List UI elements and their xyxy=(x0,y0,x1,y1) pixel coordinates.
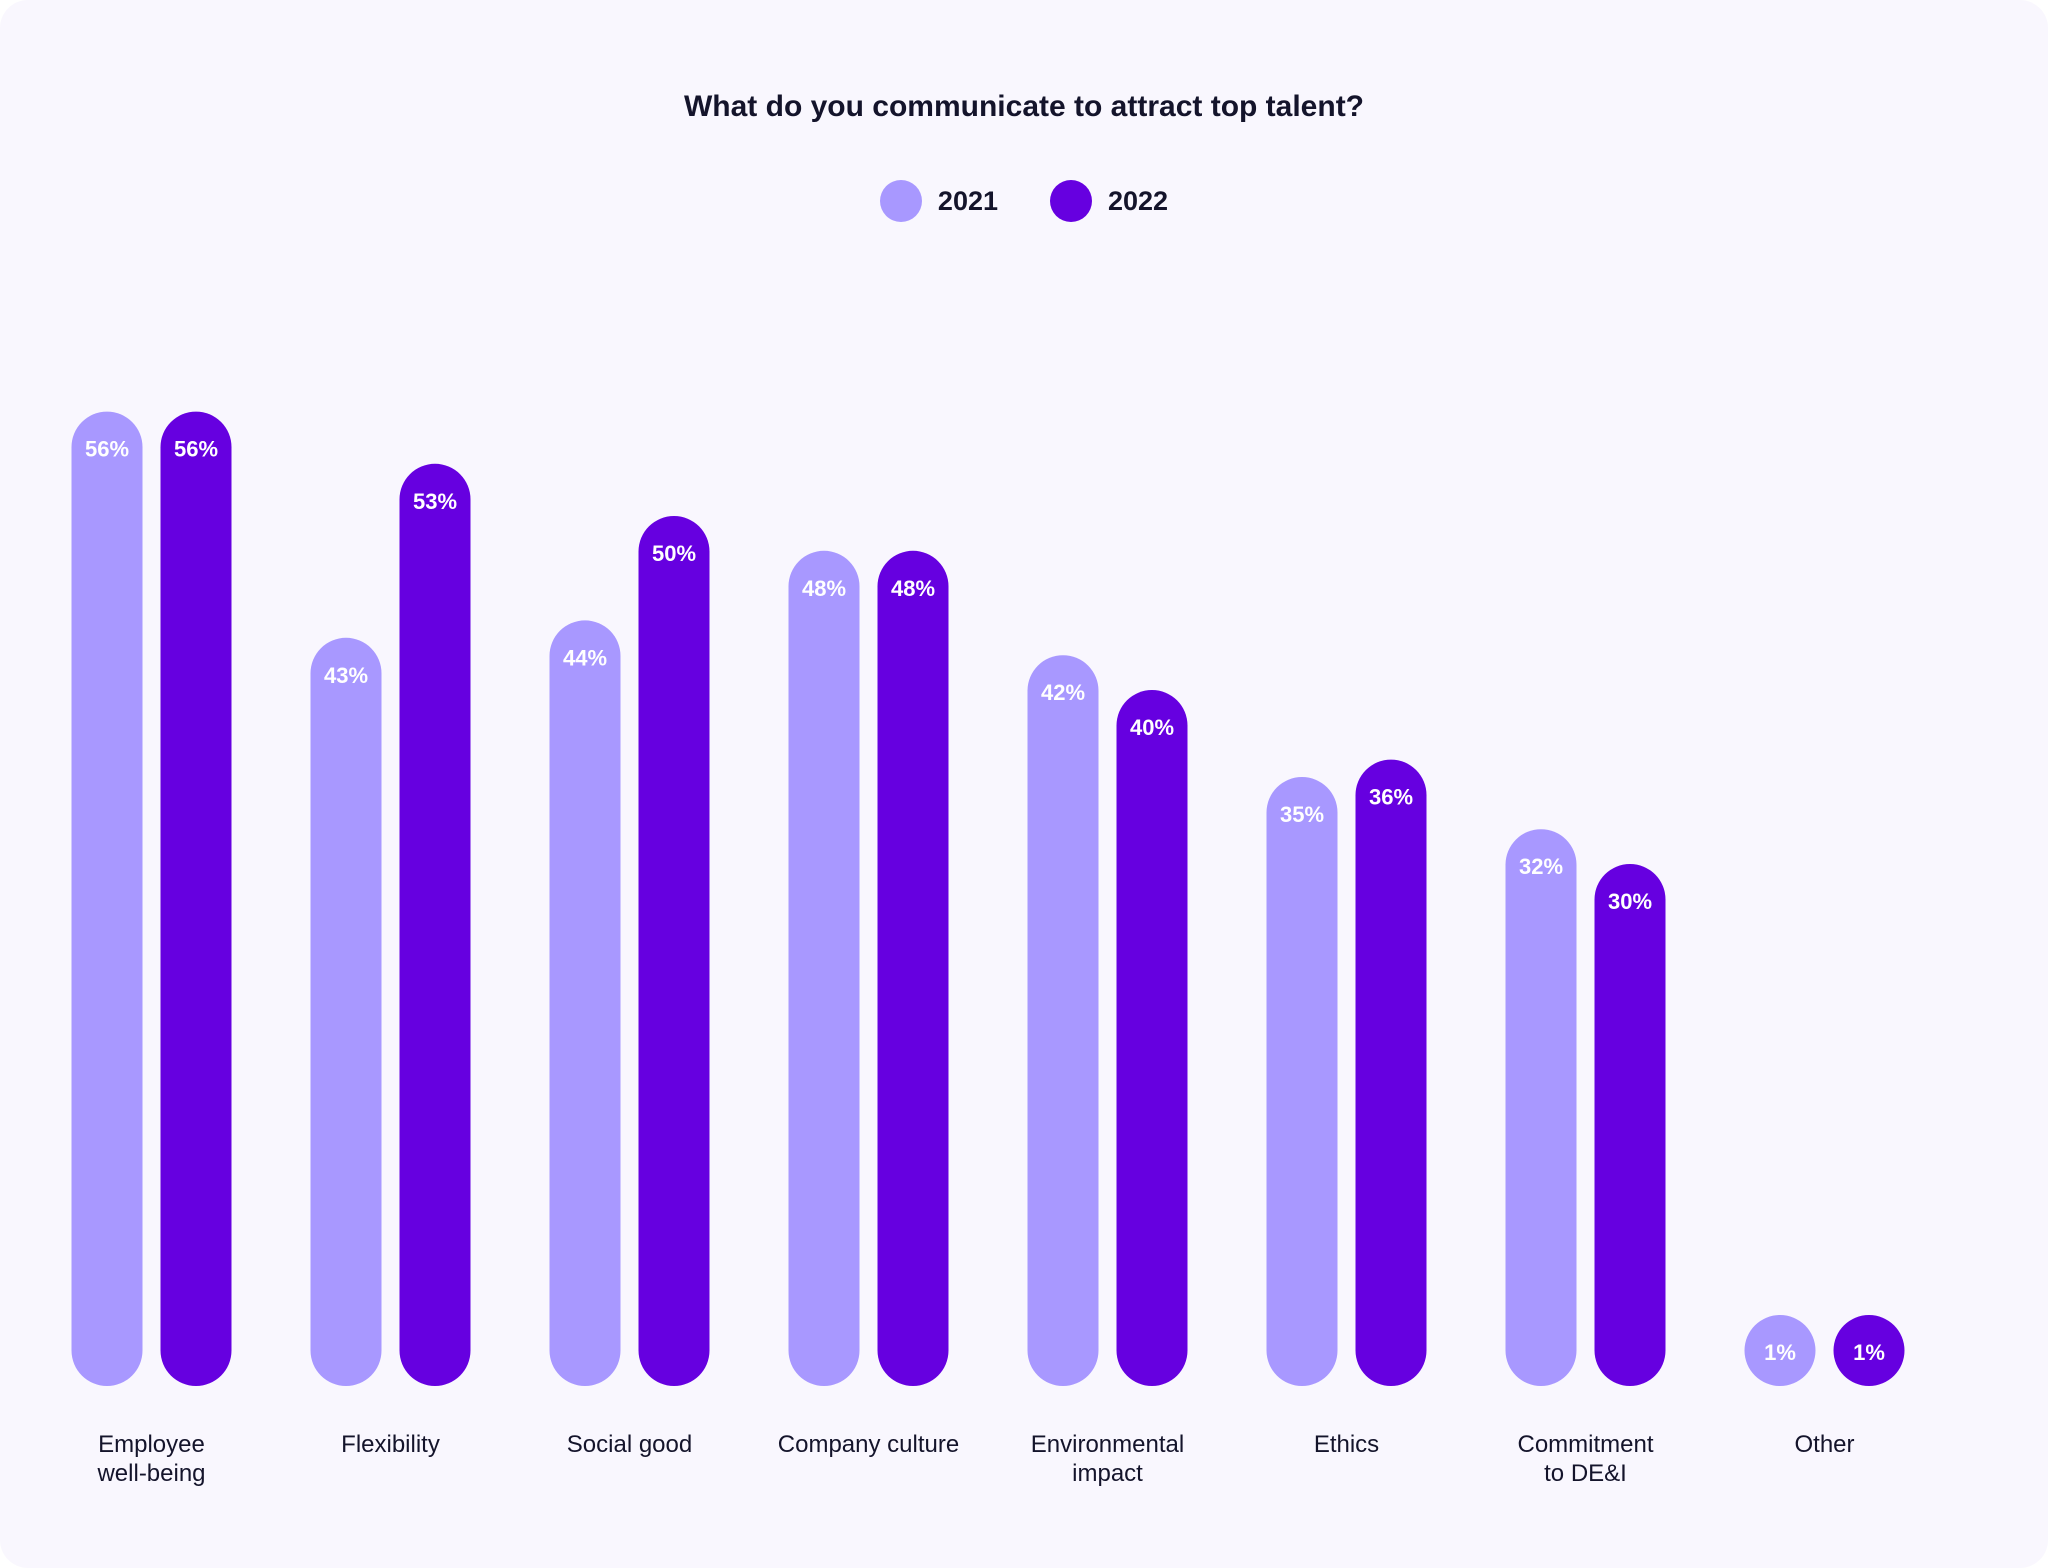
data-label-2021-1: 43% xyxy=(324,663,368,688)
legend: 2021 2022 xyxy=(0,180,2048,222)
bar-2021-4 xyxy=(1027,655,1099,1386)
data-label-2022-6: 30% xyxy=(1608,889,1652,914)
category-label-0: Employee well-being xyxy=(96,1431,205,1487)
data-label-2021-5: 35% xyxy=(1280,802,1324,827)
data-label-2021-6: 32% xyxy=(1519,854,1563,879)
bar-2021-2 xyxy=(549,620,621,1386)
bar-2022-1 xyxy=(399,463,471,1386)
data-label-2021-2: 44% xyxy=(563,645,607,670)
bar-2022-2 xyxy=(638,516,710,1386)
bar-2021-0 xyxy=(71,411,143,1387)
data-label-2022-5: 36% xyxy=(1369,785,1413,810)
data-label-2022-2: 50% xyxy=(652,541,696,566)
chart-title: What do you communicate to attract top t… xyxy=(683,90,1365,123)
data-label-2022-4: 40% xyxy=(1130,715,1174,740)
data-label-2022-7: 1% xyxy=(1853,1340,1885,1365)
data-label-2022-1: 53% xyxy=(413,489,457,514)
bar-2022-6 xyxy=(1594,864,1666,1386)
bar-2021-6 xyxy=(1505,829,1577,1386)
legend-label-2021: 2021 xyxy=(937,185,998,216)
data-label-2021-0: 56% xyxy=(85,437,129,462)
legend-item-2022: 2022 xyxy=(1050,180,1168,222)
bar-2021-7 xyxy=(1744,1315,1816,1386)
bar-2021-3 xyxy=(788,550,860,1386)
legend-swatch-2022 xyxy=(1050,180,1092,222)
data-label-2021-7: 1% xyxy=(1764,1340,1796,1365)
data-label-2022-3: 48% xyxy=(891,576,935,601)
category-label-3: Company culture xyxy=(778,1431,959,1458)
data-label-2021-3: 48% xyxy=(802,576,846,601)
bar-2022-0 xyxy=(160,411,232,1387)
data-label-2022-0: 56% xyxy=(174,437,218,462)
category-label-5: Ethics xyxy=(1314,1431,1379,1458)
category-label-2: Social good xyxy=(567,1431,692,1458)
bar-2021-5 xyxy=(1266,777,1338,1386)
legend-swatch-2021 xyxy=(879,180,922,222)
category-label-1: Flexibility xyxy=(341,1431,440,1458)
bar-2022-3 xyxy=(877,550,949,1386)
bar-2022-7 xyxy=(1833,1315,1905,1386)
legend-label-2022: 2022 xyxy=(1108,185,1169,216)
category-label-4: Environmental impact xyxy=(1031,1431,1184,1487)
data-label-2021-4: 42% xyxy=(1041,680,1085,705)
bar-2021-1 xyxy=(310,637,382,1386)
legend-item-2021: 2021 xyxy=(879,180,998,222)
category-label-7: Other xyxy=(1794,1431,1854,1458)
bar-2022-5 xyxy=(1355,759,1427,1386)
category-label-6: Commitment to DE&I xyxy=(1517,1431,1653,1487)
bar-2022-4 xyxy=(1116,690,1188,1386)
